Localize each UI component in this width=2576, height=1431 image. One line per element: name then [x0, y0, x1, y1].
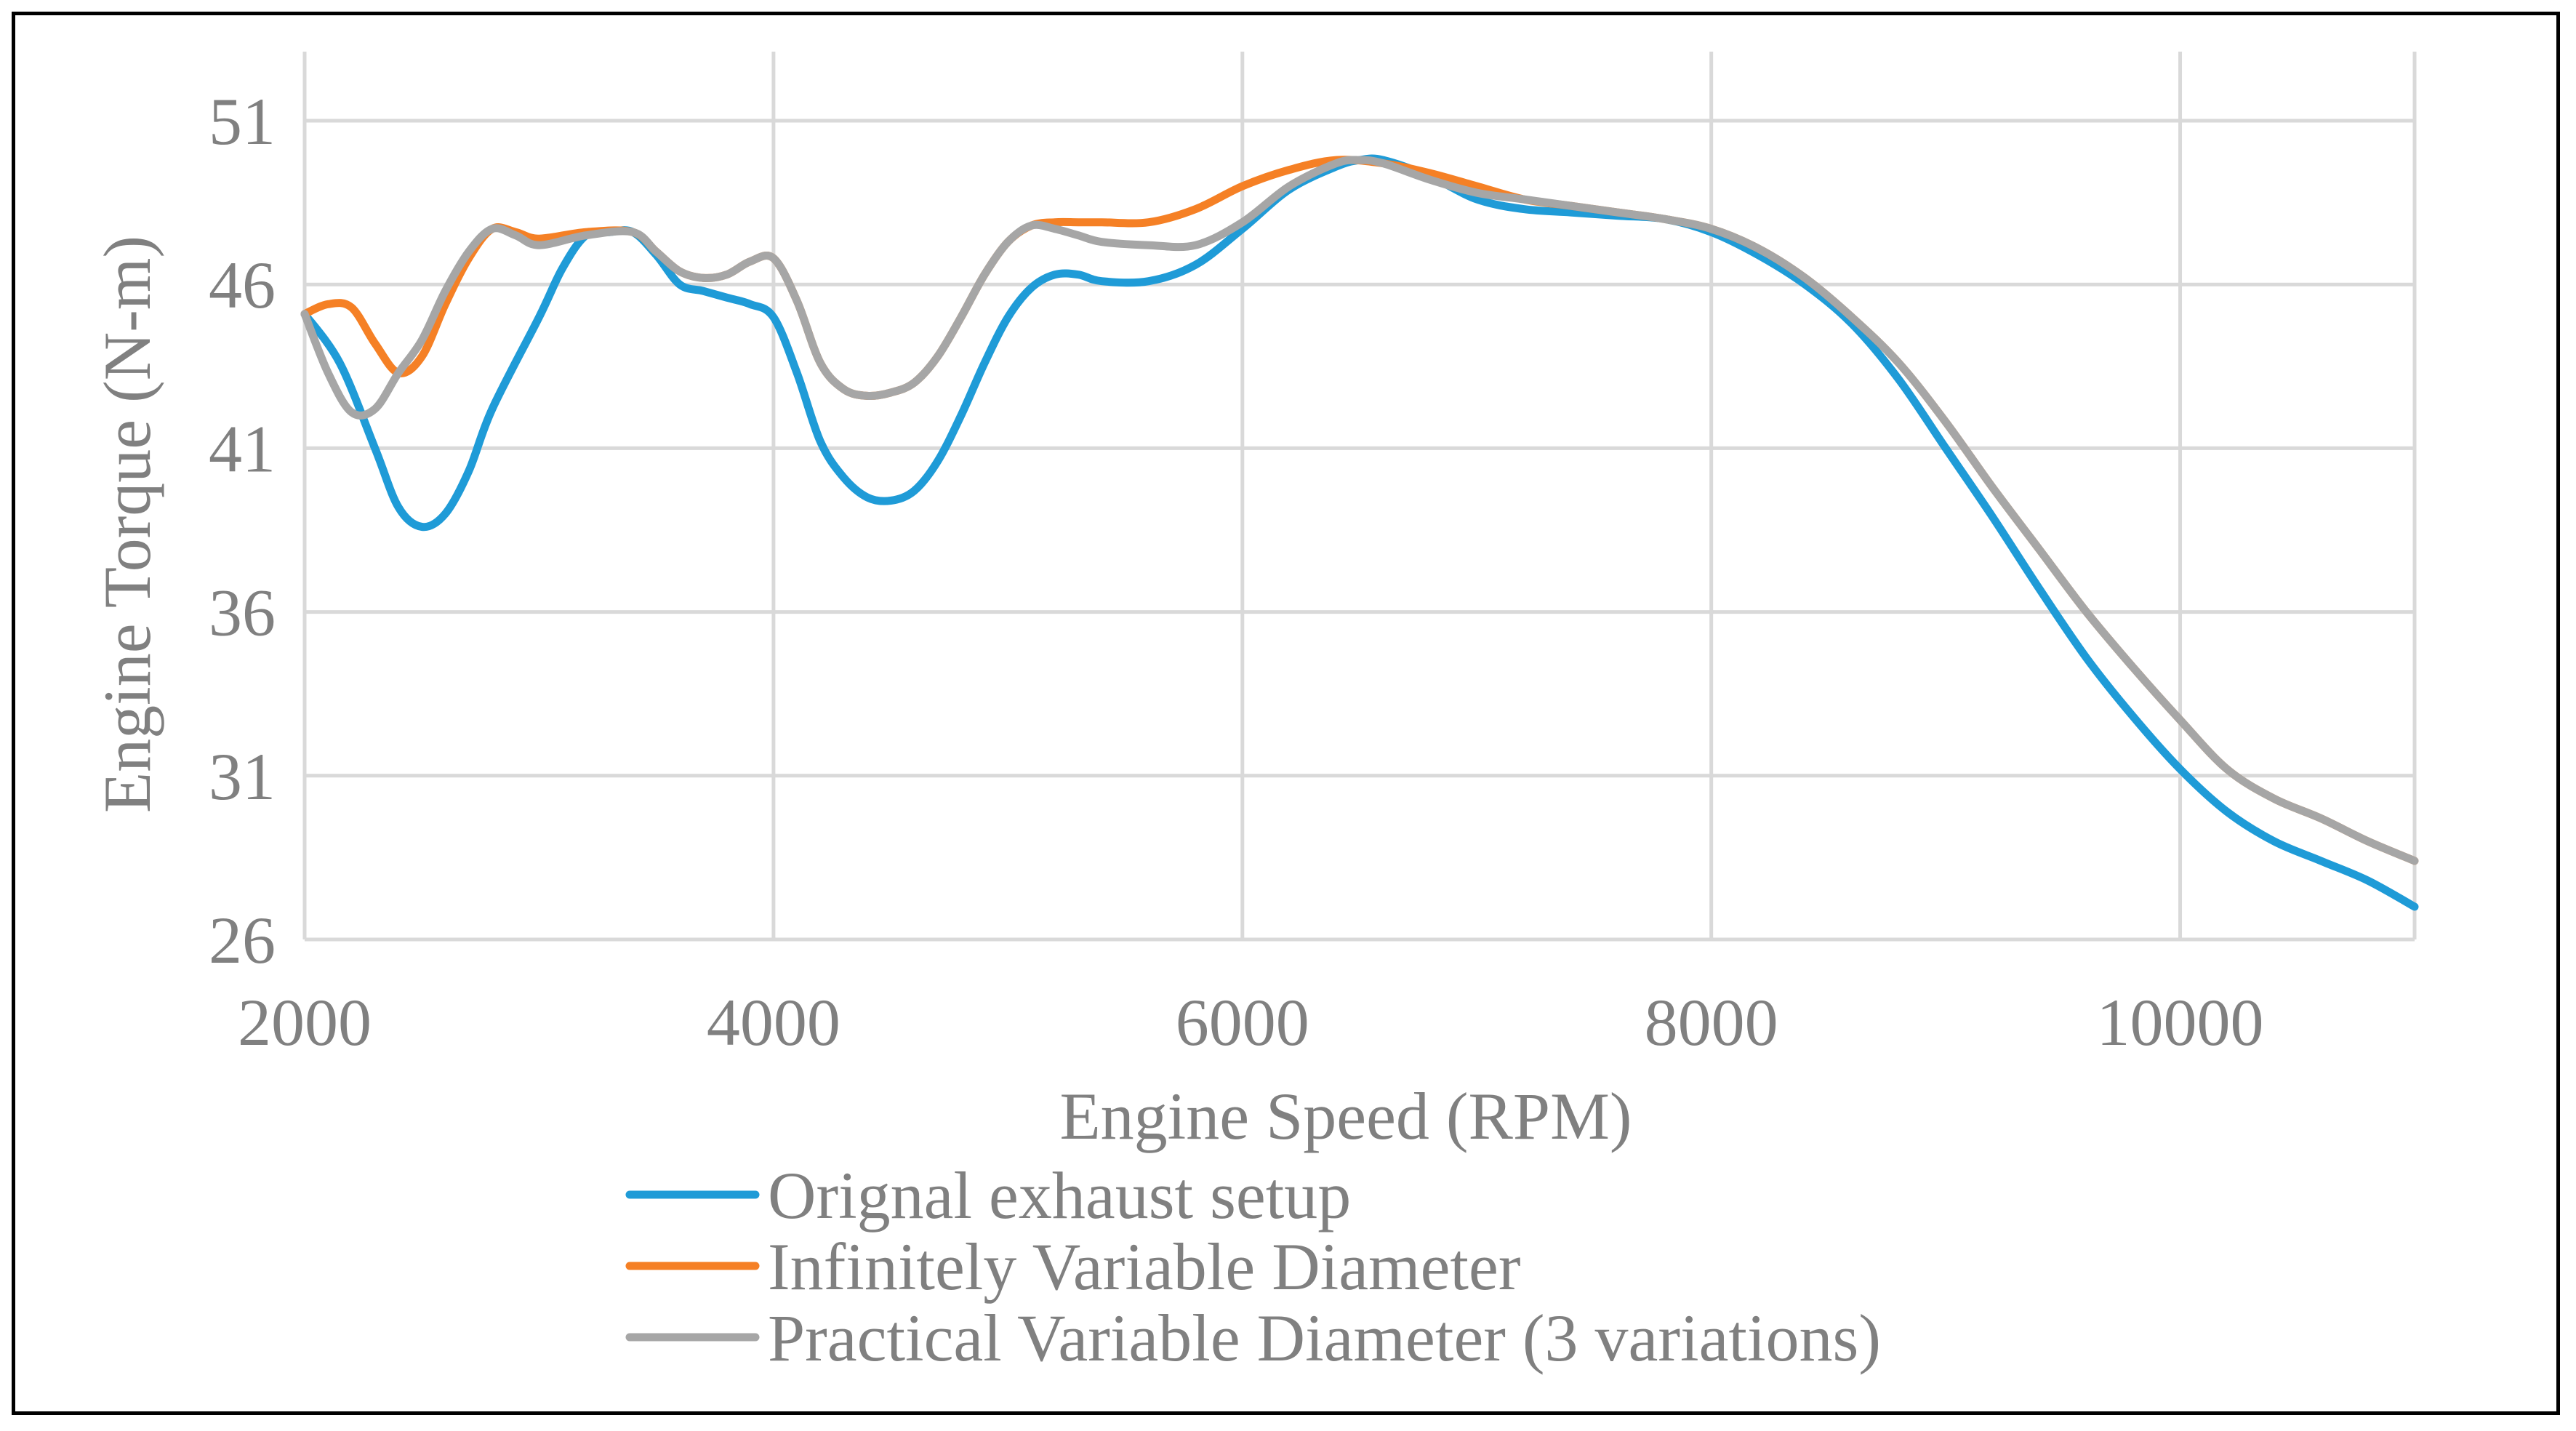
y-tick-label: 26 [209, 903, 276, 977]
series-lines [300, 154, 2419, 911]
legend-label: Infinitely Variable Diameter [768, 1230, 1520, 1304]
legend-label: Orignal exhaust setup [768, 1158, 1351, 1232]
y-axis-title: Engine Torque (N-m) [90, 236, 164, 813]
y-axis-ticks: 26 31 36 41 46 51 [209, 84, 276, 977]
x-tick-label: 4000 [707, 985, 840, 1059]
x-axis-ticks: 2000 4000 6000 8000 10000 [238, 985, 2264, 1059]
series-original-exhaust-line [300, 154, 2419, 911]
legend-label: Practical Variable Diameter (3 variation… [768, 1301, 1881, 1375]
y-tick-label: 51 [209, 84, 276, 159]
series-infinitely-variable-line [300, 156, 2419, 865]
y-tick-label: 31 [209, 739, 276, 814]
y-tick-label: 46 [209, 248, 276, 322]
x-tick-label: 6000 [1176, 985, 1309, 1059]
chart-frame: 26 31 36 41 46 51 2000 4000 6000 8000 10000 Engin… [12, 12, 2560, 1415]
series-practical-variable-line [300, 156, 2419, 865]
y-tick-label: 36 [209, 576, 276, 650]
y-tick-label: 41 [209, 412, 276, 486]
gridlines [302, 52, 2417, 942]
torque-chart: 26 31 36 41 46 51 2000 4000 6000 8000 10000 Engin… [90, 52, 2419, 1375]
x-tick-label: 8000 [1645, 985, 1778, 1059]
x-tick-label: 2000 [238, 985, 372, 1059]
x-axis-title: Engine Speed (RPM) [1059, 1079, 1632, 1153]
x-tick-label: 10000 [2097, 985, 2264, 1059]
